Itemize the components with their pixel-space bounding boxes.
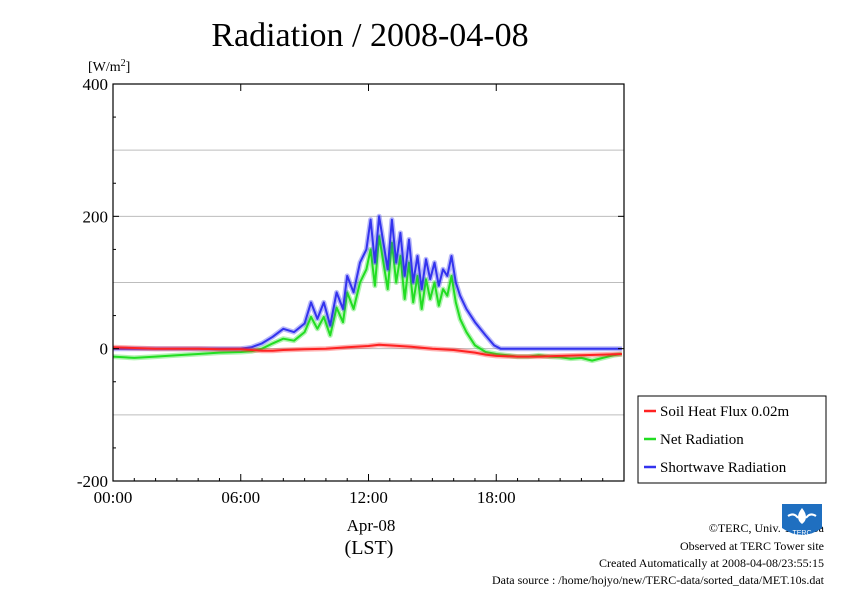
y-axis-ticks: -200 0 200 400	[77, 75, 624, 491]
terc-logo: TERC	[782, 504, 822, 537]
legend-label: Net Radiation	[660, 432, 744, 448]
x-axis-timezone-label: (LST)	[345, 537, 394, 559]
x-tick-label: 06:00	[221, 488, 260, 507]
legend: Soil Heat Flux 0.02m Net Radiation Shortwa…	[637, 395, 827, 484]
svg-text:TERC: TERC	[792, 530, 811, 537]
grid-lines	[113, 149, 624, 416]
credit-source: Data source : /home/hojyo/new/TERC-data/…	[492, 573, 825, 587]
series-line	[112, 343, 622, 358]
y-tick-label: 0	[100, 340, 109, 359]
x-tick-label: 12:00	[349, 488, 388, 507]
chart-title: Radiation / 2008-04-08	[211, 17, 528, 54]
legend-label: Shortwave Radiation	[660, 460, 787, 476]
y-tick-label: -200	[77, 472, 108, 491]
y-tick-label: 200	[83, 207, 109, 226]
x-axis-date-label: Apr-08	[347, 516, 396, 535]
legend-label: Soil Heat Flux 0.02m	[660, 404, 790, 420]
series-line	[113, 215, 622, 350]
credit-created: Created Automatically at 2008-04-08/23:5…	[599, 556, 824, 570]
y-tick-label: 400	[83, 75, 109, 94]
series-layer	[112, 213, 623, 364]
y-axis-unit-label: [W/m2]	[88, 58, 130, 76]
legend-box	[637, 395, 827, 484]
credit-observed: Observed at TERC Tower site	[680, 539, 824, 553]
x-tick-label: 00:00	[94, 488, 133, 507]
x-tick-label: 18:00	[477, 488, 516, 507]
x-axis-ticks: 00:00 06:00 12:00 18:00	[94, 84, 604, 507]
series-halo	[112, 233, 623, 364]
